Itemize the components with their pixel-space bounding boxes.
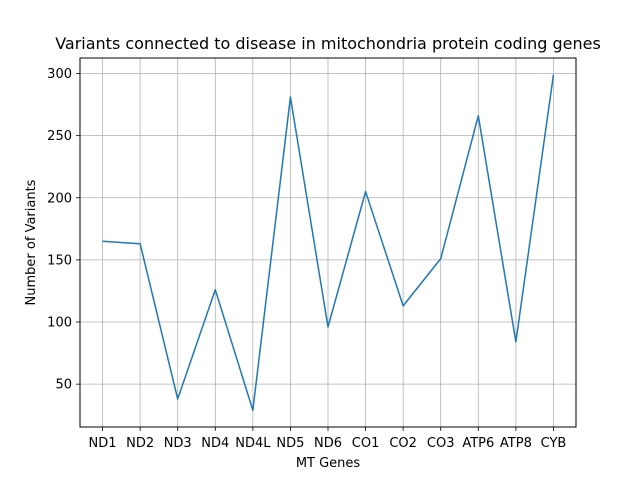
x-tick-label: ATP6 [462,436,494,451]
y-tick-label: 200 [47,191,72,206]
x-tick-label: ND6 [314,436,342,451]
x-tick-label: CO2 [389,436,417,451]
grid-lines [80,58,576,427]
y-tick-label: 150 [47,253,72,268]
x-tick-label: ND2 [126,436,154,451]
y-axis-ticks: 50 100 150 200 250 300 [47,67,80,393]
x-tick-label: CO1 [352,436,380,451]
x-axis-label: MT Genes [296,456,361,471]
plot-frame [79,57,577,428]
y-tick-label: 50 [55,378,72,393]
x-tick-label: ND4L [235,436,271,451]
x-axis-ticks: ND1 ND2 ND3 ND4 ND4L ND5 ND6 CO1 CO2 CO3 ATP6 ATP8 C… [89,427,567,451]
x-tick-label: ND3 [164,436,192,451]
x-tick-label: ND4 [201,436,229,451]
x-tick-label: ND1 [89,436,117,451]
x-tick-label: CO3 [427,436,455,451]
y-axis-label: Number of Variants [24,179,39,305]
x-tick-label: ATP8 [500,436,532,451]
y-tick-label: 300 [47,67,72,82]
series-layer [102,74,555,411]
series-line [102,74,555,411]
x-tick-label: ND5 [276,436,304,451]
chart-title: Variants connected to disease in mitocho… [55,34,601,53]
y-tick-label: 100 [47,316,72,331]
x-tick-label: CYB [541,436,567,451]
y-tick-label: 250 [47,129,72,144]
